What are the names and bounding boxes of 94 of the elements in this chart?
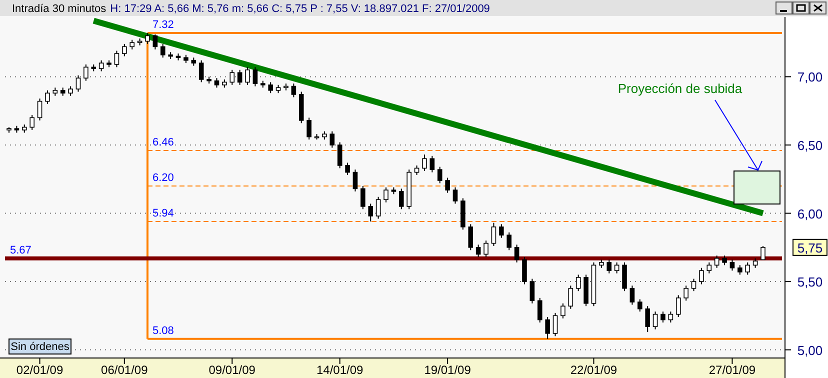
candlestick (30, 114, 34, 130)
candlestick (476, 244, 481, 258)
candlestick (98, 60, 104, 72)
ref-line-label: 5.94 (152, 207, 174, 220)
ref-line-label: 7.32 (152, 19, 174, 32)
candlestick (537, 297, 542, 323)
candlestick (45, 90, 50, 105)
candlestick (684, 285, 688, 302)
candlestick (714, 255, 720, 268)
candlestick (345, 162, 350, 176)
candlestick (630, 285, 635, 306)
candlestick (445, 177, 450, 194)
candlestick (452, 186, 458, 204)
candlestick (430, 155, 435, 173)
text: 5,75 (797, 240, 823, 256)
candlestick (676, 294, 681, 318)
y-tick-label: 5,00 (797, 342, 823, 358)
candlestick (360, 185, 366, 210)
candlestick (614, 262, 620, 274)
x-tick-label: 22/01/09 (570, 363, 618, 377)
candlestick (160, 43, 166, 58)
candlestick (645, 306, 650, 333)
x-tick-label: 27/01/09 (708, 363, 756, 377)
ref-line-label: 6.46 (152, 136, 174, 148)
chart-title: Intradía 30 minutos (12, 3, 106, 15)
candlestick (699, 267, 704, 285)
candlestick (760, 246, 766, 260)
x-tick-label: 09/01/09 (208, 363, 256, 377)
candlestick (468, 224, 474, 251)
candlestick (568, 285, 574, 310)
candlestick (738, 264, 742, 276)
candlestick (352, 169, 358, 192)
candlestick (752, 258, 758, 268)
candlestick (691, 278, 696, 292)
candlestick (522, 256, 527, 285)
candlestick (130, 39, 134, 50)
candlestick (368, 203, 374, 222)
candlestick (722, 255, 727, 266)
candlestick (437, 166, 442, 184)
y-tick-label: 7,00 (797, 70, 823, 85)
candlestick (638, 298, 642, 312)
candlestick (552, 312, 558, 337)
x-tick-label: 19/01/09 (424, 363, 472, 377)
candlestick (668, 311, 674, 323)
candlestick (291, 83, 296, 98)
candlestick (499, 224, 504, 238)
candlestick (337, 142, 342, 169)
y-tick-label: 6,50 (797, 138, 823, 153)
candlestick (514, 244, 520, 263)
candlestick (122, 43, 127, 57)
candlestick (198, 60, 204, 83)
candlestick (484, 240, 488, 258)
candlestick (745, 262, 750, 276)
x-tick-label: 02/01/09 (16, 363, 64, 377)
candlestick (237, 69, 242, 86)
ref-line-label: 5.67 (10, 244, 32, 256)
candlestick (114, 50, 120, 68)
y-tick-label: 5,50 (797, 274, 823, 290)
candlestick (652, 311, 658, 330)
candlestick (268, 82, 273, 94)
ref-line-label: 6.20 (152, 172, 174, 184)
candlestick (660, 311, 666, 323)
candlestick (145, 32, 150, 44)
candlestick (376, 196, 381, 220)
candlestick (306, 117, 312, 140)
candlestick (230, 69, 235, 86)
x-tick-label: 14/01/09 (316, 363, 364, 377)
candlestick (68, 86, 73, 96)
candlestick (706, 262, 712, 274)
candlestick (330, 130, 335, 148)
candlestick (606, 259, 612, 274)
candlestick (730, 259, 735, 272)
candlestick (84, 64, 88, 82)
x-tick-label: 06/01/09 (101, 363, 148, 377)
candlestick (560, 302, 566, 319)
annotation: Proyección de subida (618, 81, 743, 96)
candlestick (76, 74, 81, 92)
candlestick (245, 66, 250, 86)
ref-line-label: 5.08 (152, 324, 174, 337)
candlestick (37, 98, 42, 121)
candlestick (252, 66, 258, 87)
candlestick (576, 274, 581, 292)
candlestick (214, 78, 220, 88)
candlestick (398, 188, 404, 210)
candlestick (530, 278, 535, 304)
chart-subtitle: H: 17:29 A: 5,66 M: 5,76 m: 5,66 C: 5,75 P : 7,55 V: 18.897.021 F: 27/01/2009 (110, 3, 490, 15)
candlestick (384, 186, 388, 203)
y-tick-label: 6,00 (797, 206, 823, 222)
candlestick (545, 316, 550, 340)
candlestick (506, 232, 512, 251)
candlestick (152, 34, 158, 50)
candlestick (422, 154, 427, 172)
candlestick (622, 262, 627, 292)
candlestick (491, 222, 496, 247)
